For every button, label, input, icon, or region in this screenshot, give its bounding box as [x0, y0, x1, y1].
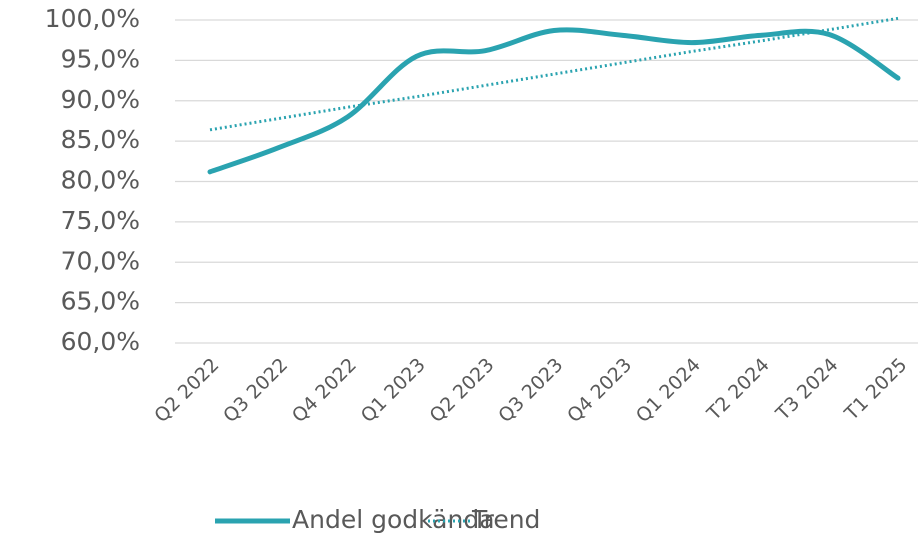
data-line [207, 27, 901, 175]
y-tick-label: 65,0% [61, 287, 140, 316]
x-tick-label: T1 2025 [840, 354, 911, 425]
legend-label: Andel godkända [292, 505, 495, 534]
x-tick-label: Q1 2023 [357, 354, 430, 427]
y-tick-label: 100,0% [45, 4, 140, 33]
trend-line [209, 16, 899, 132]
x-tick-label: Q2 2023 [425, 354, 498, 427]
x-tick-label: T3 2024 [771, 354, 842, 425]
x-tick-label: Q4 2022 [288, 354, 361, 427]
x-tick-label: Q2 2022 [150, 354, 223, 427]
y-tick-label: 95,0% [61, 44, 140, 73]
legend-label: Trend [471, 505, 540, 534]
y-tick-label: 70,0% [61, 246, 140, 275]
y-tick-label: 80,0% [61, 166, 140, 195]
y-tick-label: 90,0% [61, 85, 140, 114]
y-tick-label: 60,0% [61, 327, 140, 356]
y-tick-label: 85,0% [61, 125, 140, 154]
y-tick-label: 75,0% [61, 206, 140, 235]
x-tick-label: Q1 2024 [632, 354, 705, 427]
x-tick-label: Q3 2023 [494, 354, 567, 427]
x-tick-label: T2 2024 [702, 354, 773, 425]
x-tick-label: Q4 2023 [563, 354, 636, 427]
x-tick-label: Q3 2022 [219, 354, 292, 427]
